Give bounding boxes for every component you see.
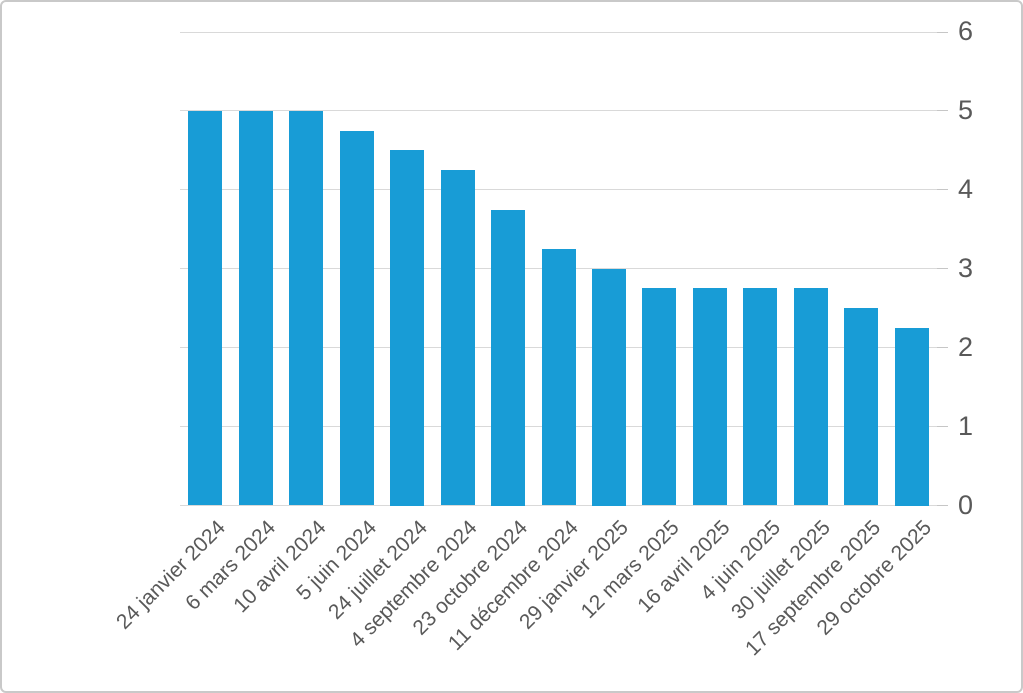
bar	[390, 150, 425, 506]
bar	[339, 130, 374, 506]
y-axis-label: 2	[958, 331, 974, 362]
bar	[692, 288, 727, 506]
y-axis-tick	[937, 110, 948, 112]
y-axis-label: 6	[958, 15, 974, 46]
gridline	[180, 505, 937, 506]
bar	[541, 249, 576, 506]
y-axis-tick	[937, 268, 948, 270]
gridline	[180, 189, 937, 191]
bar	[894, 327, 929, 506]
bar	[743, 288, 778, 506]
y-axis-tick	[937, 189, 948, 191]
y-axis-label: 0	[958, 489, 974, 520]
bar	[642, 288, 677, 506]
gridline	[180, 110, 937, 112]
bar	[238, 110, 273, 506]
y-axis-label: 5	[958, 94, 974, 125]
bar	[793, 288, 828, 506]
bar	[188, 110, 223, 506]
y-axis-label: 4	[958, 173, 974, 204]
y-axis-tick	[937, 505, 948, 506]
y-axis-tick	[937, 426, 948, 428]
gridline	[180, 31, 937, 33]
y-axis-label: 1	[958, 410, 974, 441]
y-axis-tick	[937, 31, 948, 33]
bar	[289, 110, 324, 506]
y-axis-tick	[937, 347, 948, 349]
bar	[844, 308, 879, 506]
bar	[440, 170, 475, 506]
bar	[491, 209, 526, 506]
y-axis-label: 3	[958, 252, 974, 283]
bar	[591, 268, 626, 506]
